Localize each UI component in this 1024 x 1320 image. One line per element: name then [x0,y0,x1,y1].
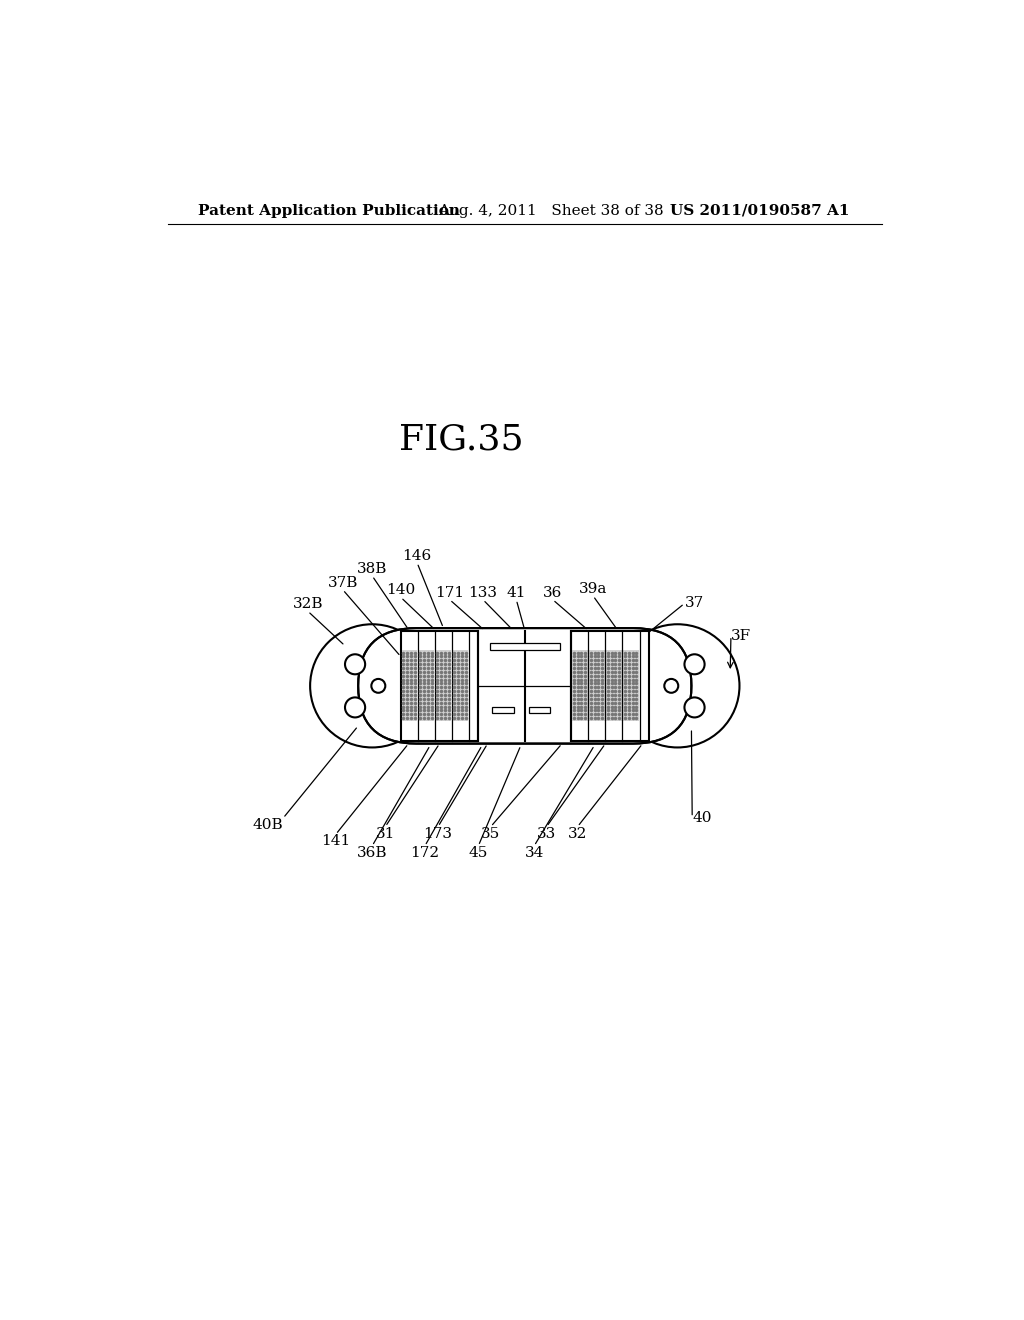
Text: 36: 36 [543,586,562,599]
Text: 40: 40 [692,810,712,825]
Text: 32B: 32B [293,597,323,611]
Circle shape [665,678,678,693]
Circle shape [310,624,434,747]
Text: 172: 172 [411,846,439,861]
Text: 140: 140 [386,583,416,597]
Bar [624,651,639,722]
Text: 173: 173 [424,826,453,841]
Bar [571,631,649,741]
Text: Aug. 4, 2011   Sheet 38 of 38: Aug. 4, 2011 Sheet 38 of 38 [438,203,664,218]
Bar [493,708,514,713]
Text: 34: 34 [524,846,544,861]
Text: 38B: 38B [357,562,387,576]
Text: 39a: 39a [579,582,607,595]
Bar [400,631,478,741]
Circle shape [345,697,366,718]
Text: 171: 171 [435,586,464,599]
Text: 141: 141 [322,834,350,849]
Text: 33: 33 [537,826,556,841]
Bar [419,651,434,722]
Circle shape [615,624,739,747]
Text: 35: 35 [481,826,501,841]
Circle shape [345,655,366,675]
Bar [489,643,560,651]
Text: 146: 146 [402,549,432,562]
Text: 133: 133 [468,586,498,599]
Bar [606,651,622,722]
Text: FIG.35: FIG.35 [399,422,523,457]
Bar [435,651,452,722]
Bar [572,651,588,722]
Text: 37B: 37B [328,576,357,590]
Text: 45: 45 [469,846,488,861]
Text: Patent Application Publication: Patent Application Publication [198,203,460,218]
Bar [453,651,468,722]
Bar [589,651,604,722]
Text: US 2011/0190587 A1: US 2011/0190587 A1 [671,203,850,218]
Bar [528,708,550,713]
Text: 3F: 3F [731,628,751,643]
Circle shape [684,697,705,718]
Bar [401,651,417,722]
Text: 32: 32 [568,826,587,841]
Text: 31: 31 [376,826,395,841]
Text: 36B: 36B [357,846,387,861]
Circle shape [372,678,385,693]
Circle shape [684,655,705,675]
Text: 41: 41 [507,586,526,599]
Text: 40B: 40B [252,818,283,833]
FancyBboxPatch shape [358,628,691,743]
Text: 37: 37 [684,597,703,610]
